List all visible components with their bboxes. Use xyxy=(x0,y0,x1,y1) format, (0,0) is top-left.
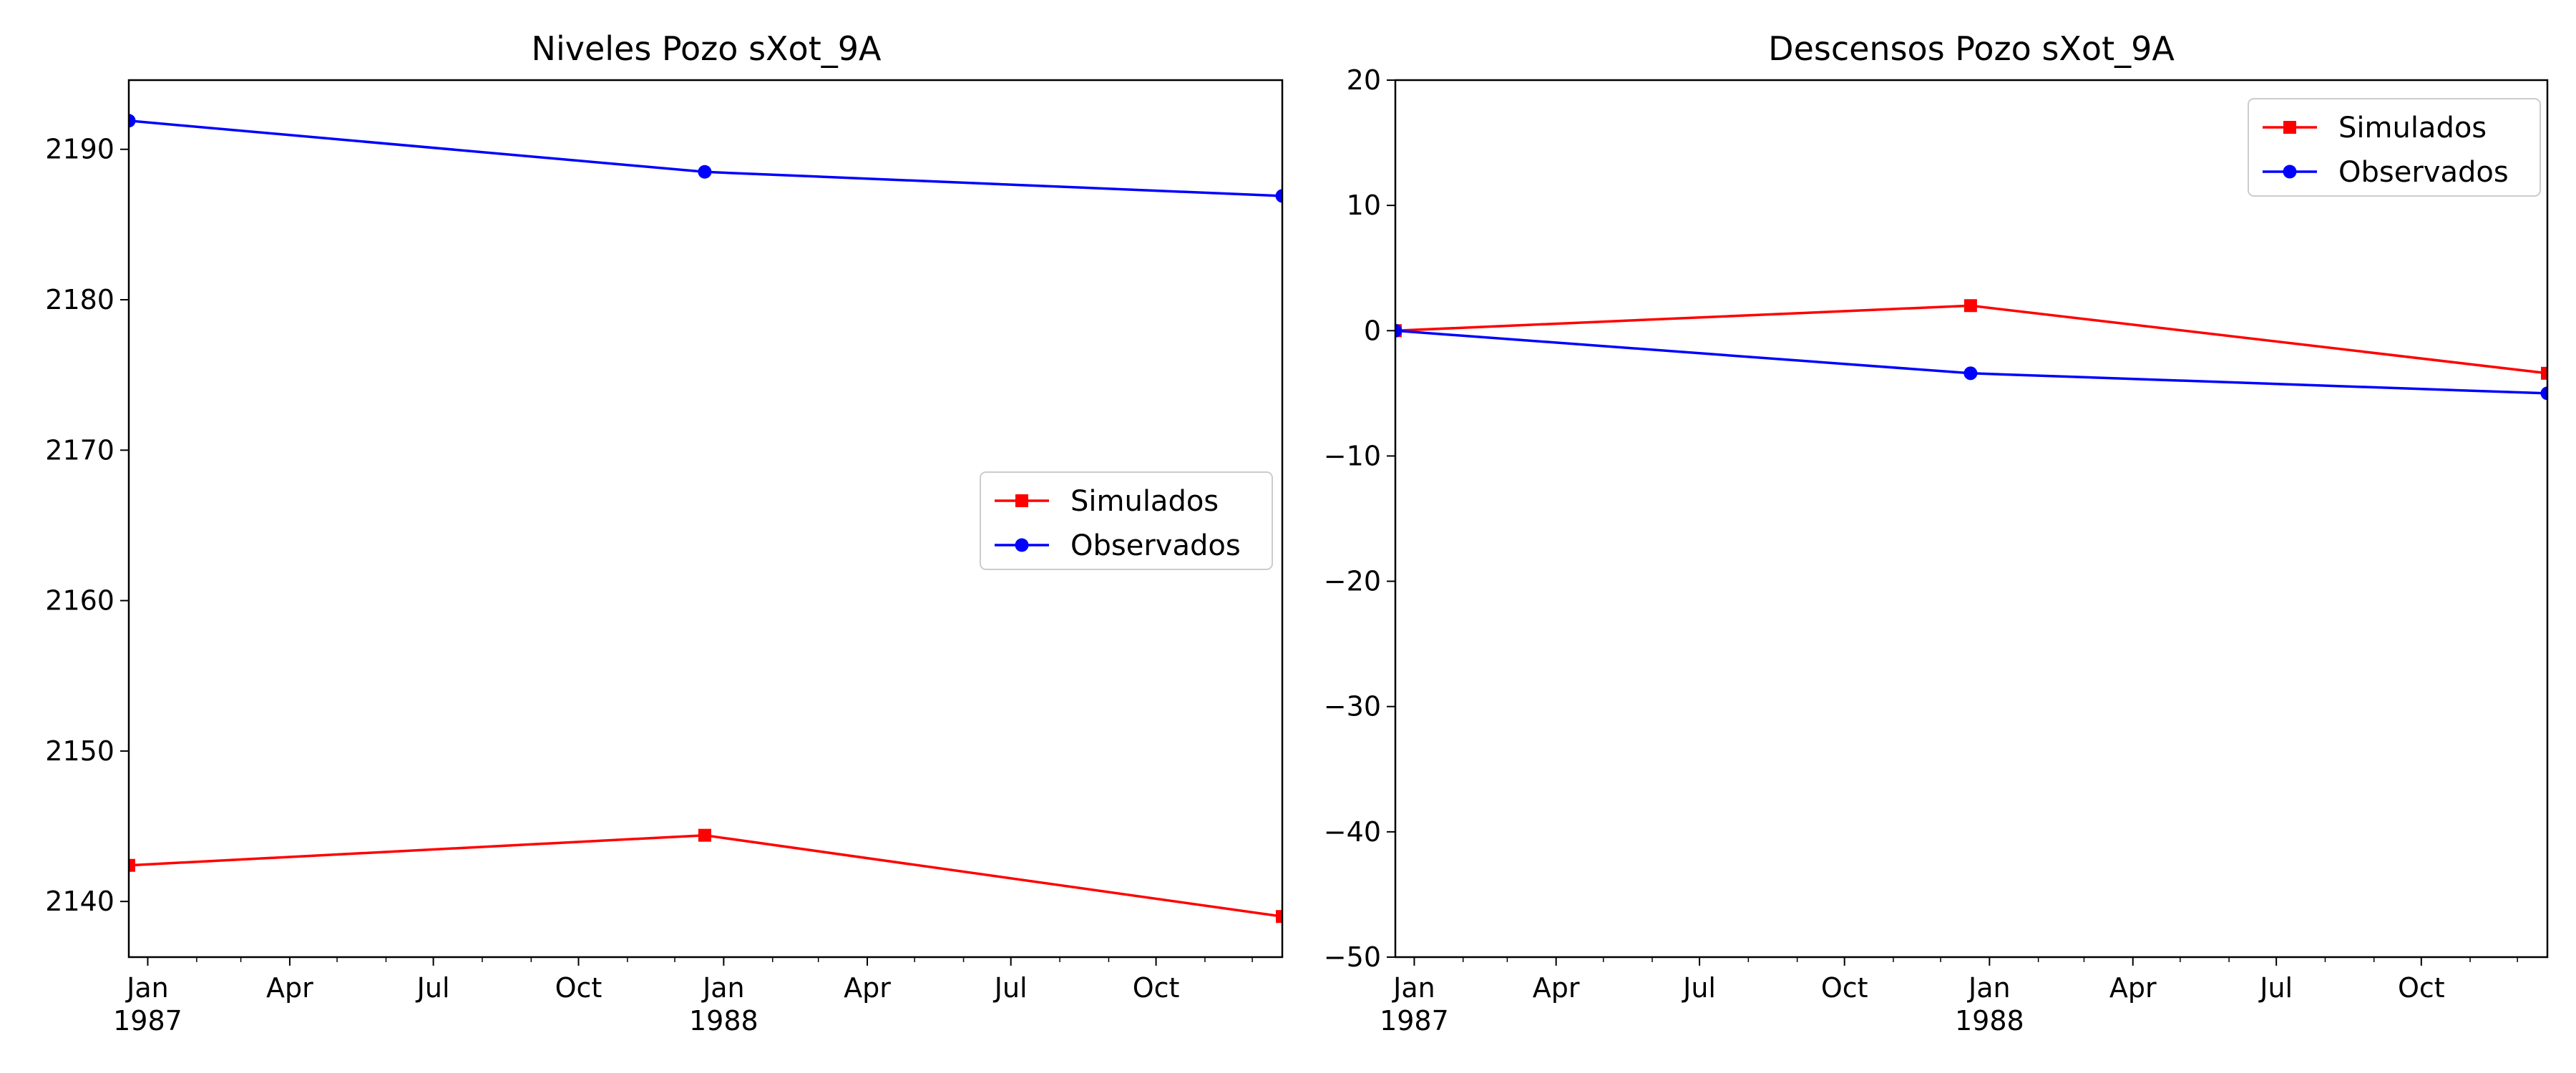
x-tick-label: Jul xyxy=(416,972,450,1004)
y-tick-label: −30 xyxy=(1324,691,1381,722)
series-line xyxy=(129,833,1282,918)
series-observados xyxy=(129,114,1282,203)
legend-swatch-marker xyxy=(2283,165,2297,179)
chart-title: Niveles Pozo sXot_9A xyxy=(532,29,882,68)
x-tick-label: Oct xyxy=(555,972,602,1004)
y-tick-label: −10 xyxy=(1324,440,1381,471)
data-point xyxy=(1395,323,1402,338)
y-tick-label: 2150 xyxy=(45,735,114,767)
x-tick-label: Jan xyxy=(1967,972,2011,1004)
legend-swatch-marker xyxy=(1015,538,1029,552)
data-point xyxy=(1963,299,1977,313)
series-observados xyxy=(1395,323,2547,401)
plot-frame xyxy=(1394,79,2549,959)
data-point xyxy=(698,828,711,842)
x-tick-label: Jan xyxy=(125,972,169,1004)
series-simulados xyxy=(129,828,1282,923)
y-tick-label: 0 xyxy=(1364,315,1381,346)
data-point xyxy=(1963,366,1978,381)
y-tick-label: −50 xyxy=(1324,941,1381,973)
y-tick-label: 20 xyxy=(1347,64,1381,96)
x-tick-label: Jan xyxy=(701,972,745,1004)
y-tick-label: 2190 xyxy=(45,134,114,165)
x-tick-label: Apr xyxy=(266,972,313,1004)
legend-label: Observados xyxy=(2338,156,2509,189)
chart-descensos: Descensos Pozo sXot_9A −50 −40 −30 −20 −10 0 1… xyxy=(1324,29,2549,1037)
legend-label: Observados xyxy=(1070,529,1241,562)
x-tick-sublabel: 1988 xyxy=(1955,1005,2024,1037)
x-tick-label: Jan xyxy=(1392,972,1435,1004)
data-point xyxy=(129,858,135,872)
legend-box xyxy=(980,471,1273,570)
data-point xyxy=(698,165,712,179)
y-tick-label: 2170 xyxy=(45,434,114,466)
data-point xyxy=(2540,386,2547,401)
chart-title: Descensos Pozo sXot_9A xyxy=(1768,29,2175,68)
legend-label: Simulados xyxy=(1070,485,1219,518)
x-tick-label: Apr xyxy=(2109,972,2157,1004)
x-tick-label: Oct xyxy=(2398,972,2445,1004)
chart-niveles: Niveles Pozo sXot_9A 2140 2150 2160 2170 218… xyxy=(45,29,1284,1037)
legend-swatch-marker xyxy=(2283,121,2296,134)
x-tick-label: Jul xyxy=(2258,972,2293,1004)
x-tick-label: Apr xyxy=(1533,972,1580,1004)
x-tick-sublabel: 1988 xyxy=(689,1005,758,1037)
x-tick-label: Apr xyxy=(844,972,891,1004)
legend: Simulados Observados xyxy=(980,471,1273,570)
x-tick-sublabel: 1987 xyxy=(113,1005,182,1037)
x-tick-sublabel: 1987 xyxy=(1380,1005,1449,1037)
data-point xyxy=(2541,366,2547,380)
data-point xyxy=(129,114,136,128)
legend: Simulados Observados xyxy=(2248,98,2541,197)
x-tick-label: Oct xyxy=(1821,972,1868,1004)
data-point xyxy=(1275,189,1282,203)
x-tick-label: Jul xyxy=(1682,972,1716,1004)
series-line xyxy=(1395,304,2547,375)
legend-box xyxy=(2248,98,2541,197)
y-tick-label: 10 xyxy=(1347,190,1381,221)
plot-frame xyxy=(127,79,1284,959)
y-tick-label: 2160 xyxy=(45,585,114,617)
x-tick-label: Jul xyxy=(993,972,1028,1004)
legend-swatch-marker xyxy=(1015,494,1028,507)
y-tick-label: −40 xyxy=(1324,816,1381,848)
data-point xyxy=(1276,910,1282,923)
y-tick-label: −20 xyxy=(1324,566,1381,597)
legend-label: Simulados xyxy=(2338,112,2487,144)
series-line xyxy=(129,119,1282,197)
y-tick-label: 2140 xyxy=(45,886,114,917)
series-line xyxy=(1395,329,2547,395)
x-tick-label: Oct xyxy=(1133,972,1180,1004)
y-tick-label: 2180 xyxy=(45,284,114,315)
